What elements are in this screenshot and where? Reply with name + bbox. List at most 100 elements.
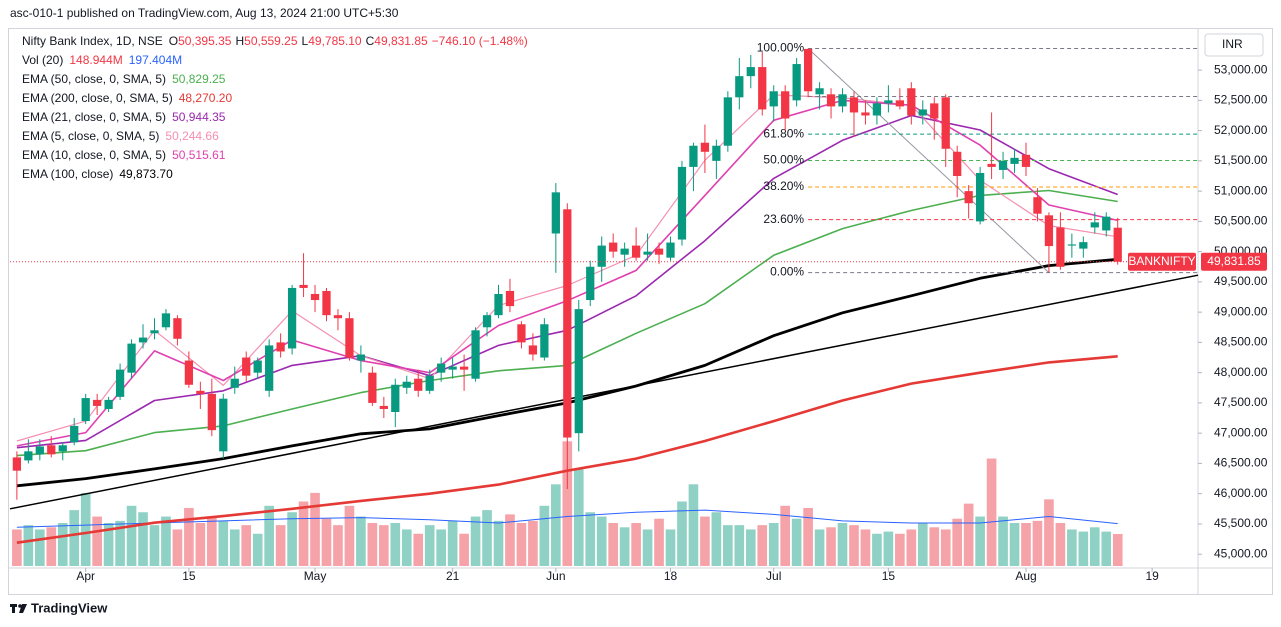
legend-change: −746.10 (−1.48%) (432, 34, 528, 48)
candle-body (24, 451, 33, 461)
volume-bar (516, 523, 527, 566)
candle-body (482, 315, 492, 328)
volume-bar (642, 529, 653, 566)
legend-ema-name: EMA (21, close, 0, SMA, 5) (22, 110, 166, 124)
volume-bar (356, 516, 366, 566)
candle-body (574, 309, 583, 434)
volume-bar (207, 516, 217, 566)
fib-label: 61.80% (763, 126, 804, 140)
legend-ema-value: 48,270.20 (179, 91, 233, 105)
volume-bar (344, 505, 355, 566)
y-tick-label: 48,500.00 (1214, 335, 1268, 349)
candle-body (723, 97, 732, 146)
volume-bar (310, 492, 320, 566)
volume-bar (390, 523, 401, 566)
volume-bar (826, 527, 836, 566)
volume-bar (172, 529, 183, 566)
candle-body (838, 94, 847, 107)
candle-body (689, 145, 698, 167)
candle-body (161, 313, 171, 328)
candle-body (631, 245, 641, 258)
candle-body (138, 337, 148, 343)
candle-body (849, 97, 859, 113)
currency-box[interactable] (1204, 33, 1264, 57)
candle-body (219, 398, 228, 452)
candle-body (47, 445, 56, 455)
candle-body (540, 324, 549, 358)
volume-bar (12, 529, 22, 566)
volume-bar (849, 525, 859, 566)
volume-bar (1101, 531, 1112, 566)
legend-row: Nifty Bank Index, 1D, NSE O50,395.35 H50,5… (22, 34, 528, 48)
currency: INR (1222, 37, 1243, 51)
x-tick-label: 19 (1145, 569, 1159, 583)
legend-volume-value: 148.944M (69, 53, 122, 67)
fib-label: 38.20% (763, 179, 804, 193)
candle-body (987, 163, 996, 167)
candle-body (425, 375, 434, 391)
fib-label: 23.60% (763, 212, 804, 226)
volume-bar (573, 469, 584, 566)
candle-body (551, 192, 560, 234)
legend-ema-value: 49,873.70 (119, 167, 173, 181)
legend-ema-name: EMA (10, close, 0, SMA, 5) (22, 148, 166, 162)
candle-body (803, 48, 813, 92)
candle-body (872, 103, 882, 116)
candle-body (437, 363, 446, 373)
legend-row: EMA (21, close, 0, SMA, 5) 50,944.35 (22, 110, 226, 124)
volume-bar (92, 516, 102, 566)
candle-body (173, 318, 182, 339)
legend-ema-value: 50,244.66 (165, 129, 219, 143)
volume-bar (57, 523, 68, 566)
logo-part (19, 604, 27, 613)
candle-body (310, 293, 320, 301)
price-tag-label: 49,831.85 (1207, 254, 1261, 268)
candle-body (81, 398, 90, 422)
x-tick-label: 15 (882, 569, 896, 583)
candle-body (356, 354, 366, 361)
candle-body (379, 405, 388, 409)
candle-body (654, 248, 664, 255)
volume-bar (631, 523, 641, 566)
candle-body (402, 381, 411, 388)
volume-bar (665, 529, 676, 566)
candle-body (907, 88, 916, 116)
volume-bar (998, 516, 1008, 566)
volume-ma-line (16, 509, 1118, 528)
volume-bar (677, 501, 687, 566)
volume-bar (80, 492, 91, 566)
volume-bar (275, 525, 286, 566)
candle-body (230, 378, 239, 388)
volume-bar (126, 505, 137, 566)
volume-bar (1112, 533, 1123, 566)
x-tick-label: Apr (76, 569, 95, 583)
y-tick-label: 47,000.00 (1214, 425, 1268, 439)
legend-ema-name: EMA (50, close, 0, SMA, 5) (22, 72, 166, 86)
candle-body (459, 366, 469, 370)
volume-bar (1044, 499, 1054, 566)
y-tick-label: 50,500.00 (1214, 214, 1268, 228)
volume-bar (505, 514, 515, 566)
candle-body (265, 345, 274, 391)
volume-bar (734, 525, 745, 566)
y-tick-label: 45,000.00 (1214, 546, 1268, 560)
volume-bar (1055, 523, 1066, 566)
volume-bar (860, 529, 871, 566)
legend-ohlc-key: O (169, 34, 178, 48)
volume-bar (757, 525, 768, 566)
volume-bar (470, 516, 481, 566)
candle-body (620, 248, 629, 255)
candle-body (127, 343, 136, 373)
volume-bar (195, 523, 206, 566)
candle-body (964, 191, 973, 204)
volume-bar (814, 529, 825, 566)
legend-row: EMA (50, close, 0, SMA, 5) 50,829.25 (22, 72, 226, 86)
volume-bar (287, 512, 297, 566)
candle-body (666, 242, 675, 258)
candle-body (918, 109, 927, 116)
candle-body (1079, 242, 1088, 249)
candle-body (815, 88, 824, 95)
legend-ohlc-key: L (302, 34, 309, 48)
y-tick-label: 52,000.00 (1214, 123, 1268, 137)
